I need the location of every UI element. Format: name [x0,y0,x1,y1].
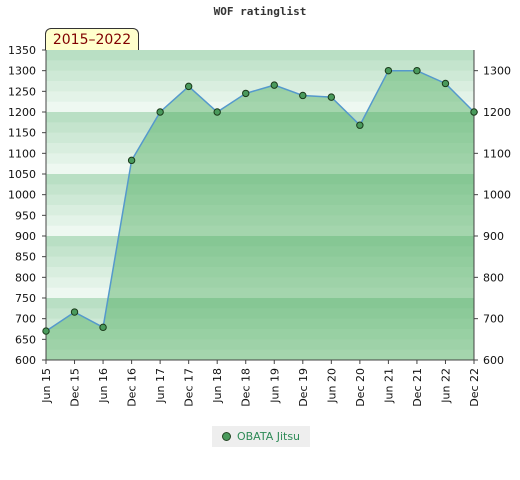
background-band [46,101,474,113]
data-point [42,327,50,335]
data-point [470,108,478,116]
background-band [46,236,474,247]
background-band [46,277,474,289]
background-band [46,287,474,299]
x-tick-label: Jun 22 [439,368,452,404]
background-band [46,50,474,61]
y-tick-label: 1350 [8,44,36,57]
x-tick-label: Jun 15 [40,368,53,404]
x-tick-label: Jun 18 [211,368,224,404]
x-tick-label: Dec 16 [126,368,139,407]
data-point [270,81,278,89]
y-tick-label: 600 [15,354,36,367]
y-tick-label-right: 700 [483,313,504,326]
x-tick-label: Jun 21 [382,368,395,404]
data-point [327,93,336,101]
background-band [46,194,474,206]
data-point [441,79,450,88]
y-tick-label: 1200 [8,106,36,119]
y-tick-label-right: 600 [483,354,504,367]
y-tick-label-right: 1300 [483,65,511,78]
y-tick-label: 1050 [8,168,36,181]
x-tick-label: Jun 17 [154,368,167,404]
y-tick-label: 1300 [8,65,36,78]
data-point [356,121,364,129]
y-tick-label: 1000 [8,189,36,202]
y-tick-label: 850 [15,251,36,264]
background-band [46,112,474,123]
background-band [46,339,474,351]
legend[interactable]: OBATA Jitsu [212,426,310,447]
y-tick-label: 750 [15,292,36,305]
x-tick-label: Dec 18 [240,368,253,407]
background-band [46,267,474,278]
background-band [46,81,474,92]
background-band [46,308,474,320]
x-tick-label: Dec 17 [183,368,196,407]
background-band [46,132,474,144]
legend-marker-icon [221,432,231,441]
background-band [46,174,474,185]
background-band [46,215,474,227]
background-band [46,163,474,175]
y-tick-label: 1100 [8,147,36,160]
series-area [46,70,474,360]
background-band [46,205,474,216]
data-point [213,108,221,116]
legend-label: OBATA Jitsu [236,430,301,443]
data-point [242,89,250,98]
background-band [46,349,474,361]
series-line [45,69,475,332]
y-tick-label: 1250 [8,85,36,98]
background-band [46,70,474,82]
background-band [46,256,474,268]
date-range-badge: 2015–2022 [45,28,139,50]
background-band [46,298,474,309]
x-tick-label: Dec 21 [411,368,424,407]
x-tick-label: Dec 22 [468,368,481,407]
y-tick-label: 1150 [8,127,36,140]
background-band [46,153,474,165]
y-tick-label-right: 1100 [483,147,511,160]
background-band [46,122,474,134]
y-tick-label: 700 [15,313,36,326]
y-tick-label-right: 1000 [483,189,511,202]
y-tick-label: 800 [15,271,36,284]
y-tick-label: 900 [15,230,36,243]
data-point [413,66,421,75]
data-point [70,308,79,316]
y-tick-label: 650 [15,333,36,346]
x-tick-label: Dec 20 [354,368,367,407]
chart-title: WOF ratinglist [213,5,307,18]
data-point [127,156,136,165]
background-band [46,60,474,72]
background-band [46,91,474,103]
data-point [156,108,164,116]
background-band [46,225,474,237]
x-tick-label: Jun 19 [268,368,281,404]
x-tick-label: Dec 19 [297,368,310,407]
data-point [184,82,193,91]
background-band [46,329,474,340]
y-tick-label-right: 800 [483,271,504,284]
data-point [384,66,393,75]
x-tick-label: Jun 20 [325,368,338,404]
y-tick-label: 950 [15,209,36,222]
background-band [46,184,474,196]
y-tick-label-right: 900 [483,230,504,243]
background-band [46,318,474,330]
x-tick-label: Jun 16 [97,368,110,404]
y-tick-label-right: 1200 [483,106,511,119]
data-point [99,323,107,332]
background-band [46,246,474,258]
background-band [46,143,474,154]
data-point [299,91,307,100]
x-tick-label: Dec 15 [69,368,82,407]
